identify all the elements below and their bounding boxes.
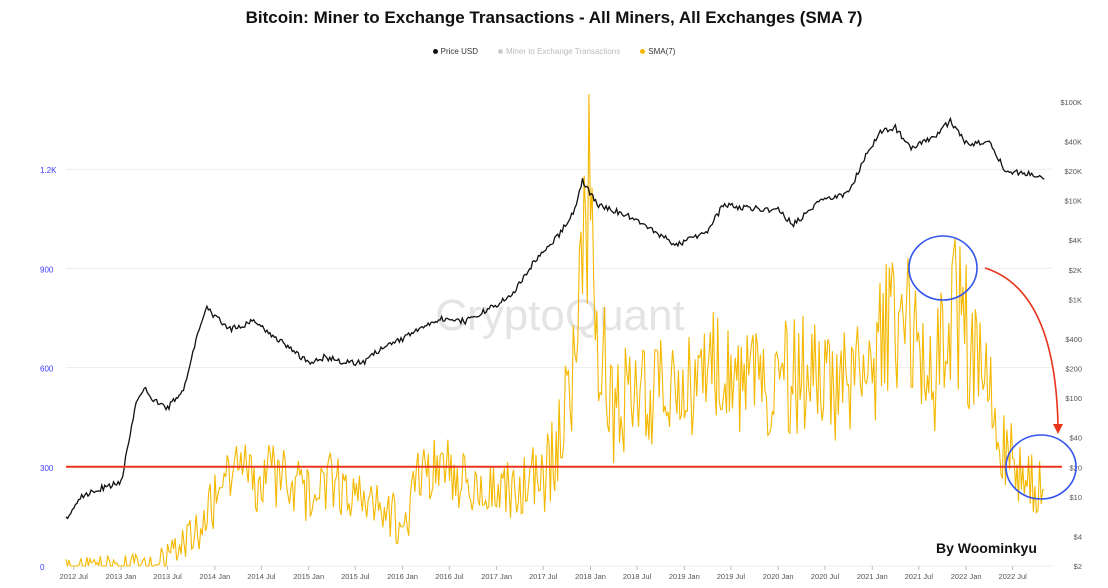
highlight-circle-peak: [908, 235, 978, 301]
legend-item-price[interactable]: Price USD: [432, 47, 478, 56]
x-tick-label: 2015 Jul: [341, 572, 370, 581]
x-tick-label: 2015 Jan: [293, 572, 324, 581]
right-tick-label: $10: [1069, 493, 1082, 502]
right-tick-label: $1K: [1069, 295, 1082, 304]
author-credit: By Woominkyu: [936, 540, 1037, 556]
right-tick-label: $10K: [1064, 197, 1082, 206]
legend-item-sma[interactable]: SMA(7): [640, 47, 675, 56]
left-tick-label: 0: [40, 563, 45, 572]
right-tick-label: $4K: [1069, 236, 1082, 245]
series-line-price: [65, 116, 1045, 520]
trend-arrow-head: [1053, 424, 1063, 434]
x-tick-label: 2020 Jan: [763, 572, 794, 581]
x-tick-label: 2018 Jan: [575, 572, 606, 581]
series-line-sma7: [65, 94, 1045, 567]
x-tick-label: 2016 Jul: [435, 572, 464, 581]
x-tick-label: 2022 Jul: [998, 572, 1027, 581]
highlight-circle-recent: [1005, 434, 1077, 500]
right-tick-label: $400: [1065, 335, 1082, 344]
trend-arrow-line: [984, 267, 1059, 426]
legend-swatch-transactions: [497, 49, 503, 54]
legend-label-price: Price USD: [440, 47, 478, 56]
right-tick-label: $2K: [1069, 266, 1082, 275]
right-tick-label: $4: [1074, 532, 1082, 541]
x-tick-label: 2017 Jul: [529, 572, 558, 581]
legend-swatch-price: [432, 49, 438, 54]
x-tick-label: 2021 Jul: [905, 572, 934, 581]
legend-item-transactions[interactable]: Miner to Exchange Transactions: [497, 47, 621, 56]
right-tick-label: $20K: [1064, 167, 1082, 176]
x-tick-label: 2019 Jul: [717, 572, 746, 581]
x-tick-label: 2021 Jan: [857, 572, 888, 581]
x-tick-label: 2020 Jul: [811, 572, 840, 581]
left-axis: 0 300 600 900 1.2K: [40, 166, 57, 572]
right-tick-label: $100K: [1060, 98, 1082, 107]
x-tick-label: 2013 Jul: [153, 572, 182, 581]
watermark: CryptoQuant: [435, 291, 684, 340]
x-tick-label: 2018 Jul: [623, 572, 652, 581]
right-axis: $2$4$10$20$40$100$200$400$1K$2K$4K$10K$2…: [1060, 98, 1082, 571]
x-tick-label: 2022 Jan: [951, 572, 982, 581]
x-tick-label: 2016 Jan: [387, 572, 418, 581]
right-tick-label: $40K: [1064, 137, 1082, 146]
x-tick-label: 2014 Jan: [199, 572, 230, 581]
right-tick-label: $100: [1065, 394, 1082, 403]
chart-title: Bitcoin: Miner to Exchange Transactions …: [245, 8, 863, 27]
legend-label-transactions: Miner to Exchange Transactions: [505, 47, 621, 56]
left-tick-label: 300: [40, 464, 54, 473]
x-tick-label: 2017 Jan: [481, 572, 512, 581]
right-tick-label: $40: [1069, 434, 1082, 443]
legend-swatch-sma: [640, 49, 646, 54]
x-tick-label: 2013 Jan: [106, 572, 137, 581]
left-tick-label: 1.2K: [40, 166, 57, 175]
x-axis: 2012 Jul 2013 Jan 2013 Jul 2014 Jan 2014 Jul…: [60, 566, 1027, 581]
chart-legend: Price USD Miner to Exchange Transactions…: [0, 47, 1108, 56]
x-tick-label: 2014 Jul: [247, 572, 276, 581]
left-tick-label: 900: [40, 265, 54, 274]
x-tick-label: 2019 Jan: [669, 572, 700, 581]
legend-label-sma: SMA(7): [648, 47, 676, 56]
x-tick-label: 2012 Jul: [60, 572, 89, 581]
annotations: [66, 235, 1077, 500]
left-tick-label: 600: [40, 365, 54, 374]
right-tick-label: $2: [1074, 562, 1082, 571]
right-tick-label: $200: [1065, 365, 1082, 374]
